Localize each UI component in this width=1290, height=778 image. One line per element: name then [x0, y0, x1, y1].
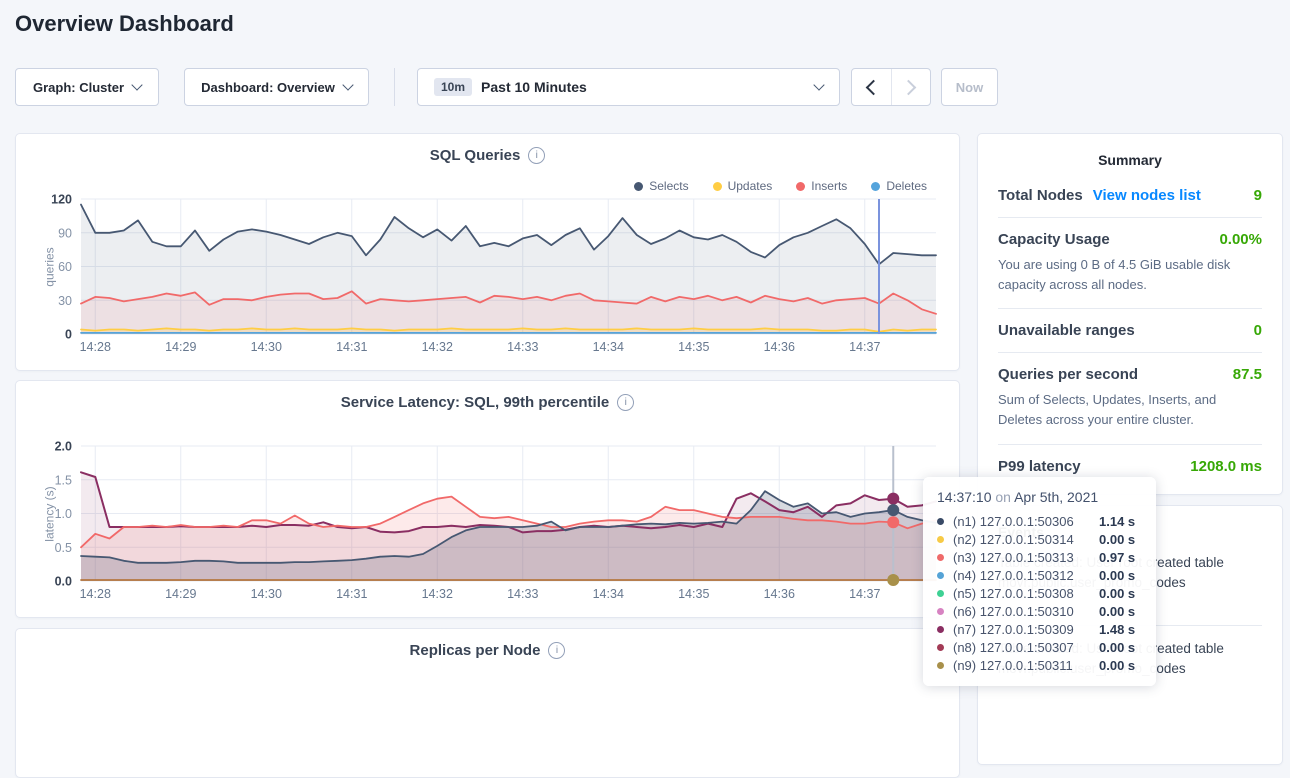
svg-text:1.0: 1.0: [55, 507, 72, 521]
svg-text:0.0: 0.0: [55, 575, 72, 589]
summary-row-value: 0.00%: [1219, 231, 1262, 248]
series-dot-icon: [937, 590, 944, 597]
sql-queries-chart[interactable]: 0 30 60 90 120 14:28 14:29 14:30 14:31 14:32 14:33…: [16, 134, 961, 372]
summary-row: Queries per second 87.5 Sum of Selects, Up…: [998, 353, 1262, 444]
info-icon[interactable]: [548, 642, 565, 659]
tooltip-rows: (n1) 127.0.0.1:503061.14 s(n2) 127.0.0.1…: [937, 512, 1142, 674]
time-range-label: Past 10 Minutes: [481, 79, 587, 95]
summary-row-label: Total Nodes: [998, 187, 1083, 204]
svg-text:0.5: 0.5: [55, 541, 72, 555]
tooltip-row: (n8) 127.0.0.1:503070.00 s: [937, 638, 1142, 656]
time-range-dropdown[interactable]: 10m Past 10 Minutes: [417, 68, 840, 106]
svg-text:14:28: 14:28: [80, 587, 111, 601]
toolbar-divider: [394, 68, 395, 106]
svg-text:14:32: 14:32: [422, 340, 453, 354]
tooltip-row: (n6) 127.0.0.1:503100.00 s: [937, 602, 1142, 620]
time-forward-button[interactable]: [892, 69, 931, 105]
series-dot-icon: [937, 608, 944, 615]
chevron-down-icon: [813, 79, 824, 90]
summary-row: Unavailable ranges 0: [998, 309, 1262, 353]
svg-text:14:33: 14:33: [507, 587, 538, 601]
svg-text:14:30: 14:30: [251, 587, 282, 601]
tooltip-row: (n2) 127.0.0.1:503140.00 s: [937, 530, 1142, 548]
svg-text:14:28: 14:28: [80, 340, 111, 354]
time-nav-group: [851, 68, 931, 106]
svg-text:1.5: 1.5: [55, 473, 72, 487]
svg-text:14:32: 14:32: [422, 587, 453, 601]
tooltip-row: (n4) 127.0.0.1:503120.00 s: [937, 566, 1142, 584]
replicas-per-node-panel: Replicas per Node: [15, 628, 960, 778]
time-range-badge: 10m: [434, 78, 472, 96]
now-button[interactable]: Now: [941, 68, 998, 106]
service-latency-panel: Service Latency: SQL, 99th percentile la…: [15, 380, 960, 618]
summary-row-subtext: Sum of Selects, Updates, Inserts, and De…: [998, 390, 1262, 430]
svg-text:14:34: 14:34: [593, 587, 624, 601]
dashboard-dropdown[interactable]: Dashboard: Overview: [184, 68, 369, 106]
svg-text:14:36: 14:36: [764, 340, 795, 354]
tooltip-row: (n3) 127.0.0.1:503130.97 s: [937, 548, 1142, 566]
graph-dropdown-label: Graph: Cluster: [33, 80, 124, 95]
svg-text:14:37: 14:37: [849, 340, 880, 354]
chevron-down-icon: [342, 79, 353, 90]
replicas-per-node-title: Replicas per Node: [16, 642, 959, 659]
graph-dropdown[interactable]: Graph: Cluster: [15, 68, 159, 106]
summary-row: Total Nodes View nodes list 9: [998, 174, 1262, 218]
summary-row-label: P99 latency: [998, 458, 1081, 475]
series-dot-icon: [937, 536, 944, 543]
svg-text:14:30: 14:30: [251, 340, 282, 354]
svg-text:60: 60: [58, 260, 72, 274]
chevron-right-icon: [901, 79, 917, 95]
summary-body: Total Nodes View nodes list 9 Capacity Usag…: [978, 174, 1282, 488]
series-dot-icon: [937, 518, 944, 525]
series-dot-icon: [937, 572, 944, 579]
series-dot-icon: [937, 554, 944, 561]
svg-text:14:35: 14:35: [678, 340, 709, 354]
svg-text:90: 90: [58, 226, 72, 240]
tooltip-timestamp: 14:37:10 on Apr 5th, 2021: [937, 489, 1142, 505]
summary-row-value: 9: [1254, 187, 1262, 204]
svg-text:14:31: 14:31: [336, 587, 367, 601]
summary-row: Capacity Usage 0.00% You are using 0 B of …: [998, 218, 1262, 309]
svg-text:14:29: 14:29: [165, 340, 196, 354]
view-nodes-link[interactable]: View nodes list: [1093, 187, 1201, 204]
svg-text:14:29: 14:29: [165, 587, 196, 601]
time-back-button[interactable]: [852, 69, 892, 105]
summary-row-subtext: You are using 0 B of 4.5 GiB usable disk…: [998, 255, 1262, 295]
dashboard-dropdown-label: Dashboard: Overview: [201, 80, 335, 95]
svg-text:30: 30: [58, 294, 72, 308]
svg-text:14:37: 14:37: [849, 587, 880, 601]
svg-text:14:34: 14:34: [593, 340, 624, 354]
chart-hover-tooltip: 14:37:10 on Apr 5th, 2021 (n1) 127.0.0.1…: [923, 477, 1156, 686]
tooltip-row: (n9) 127.0.0.1:503110.00 s: [937, 656, 1142, 674]
summary-row-value: 1208.0 ms: [1190, 458, 1262, 475]
summary-row-label: Unavailable ranges: [998, 322, 1135, 339]
sql-queries-panel: SQL Queries SelectsUpdatesInsertsDeletes…: [15, 133, 960, 371]
series-dot-icon: [937, 662, 944, 669]
tooltip-row: (n5) 127.0.0.1:503080.00 s: [937, 584, 1142, 602]
tooltip-row: (n7) 127.0.0.1:503091.48 s: [937, 620, 1142, 638]
page-title: Overview Dashboard: [15, 11, 234, 37]
service-latency-chart[interactable]: 0.0 0.5 1.0 1.5 2.0 14:28 14:29 14:30 14:31 14:32…: [16, 381, 961, 619]
summary-title: Summary: [978, 134, 1282, 174]
summary-row-value: 0: [1254, 322, 1262, 339]
svg-text:2.0: 2.0: [55, 440, 72, 454]
svg-text:14:31: 14:31: [336, 340, 367, 354]
svg-text:14:33: 14:33: [507, 340, 538, 354]
chevron-down-icon: [131, 79, 142, 90]
series-dot-icon: [937, 644, 944, 651]
summary-row-label: Capacity Usage: [998, 231, 1110, 248]
svg-text:120: 120: [51, 193, 72, 207]
summary-row-value: 87.5: [1233, 366, 1262, 383]
summary-panel: Summary Total Nodes View nodes list 9 Capac…: [977, 133, 1283, 495]
summary-row-label: Queries per second: [998, 366, 1138, 383]
svg-text:14:36: 14:36: [764, 587, 795, 601]
svg-text:0: 0: [65, 328, 72, 342]
svg-text:14:35: 14:35: [678, 587, 709, 601]
chevron-left-icon: [865, 79, 881, 95]
series-dot-icon: [937, 626, 944, 633]
tooltip-row: (n1) 127.0.0.1:503061.14 s: [937, 512, 1142, 530]
